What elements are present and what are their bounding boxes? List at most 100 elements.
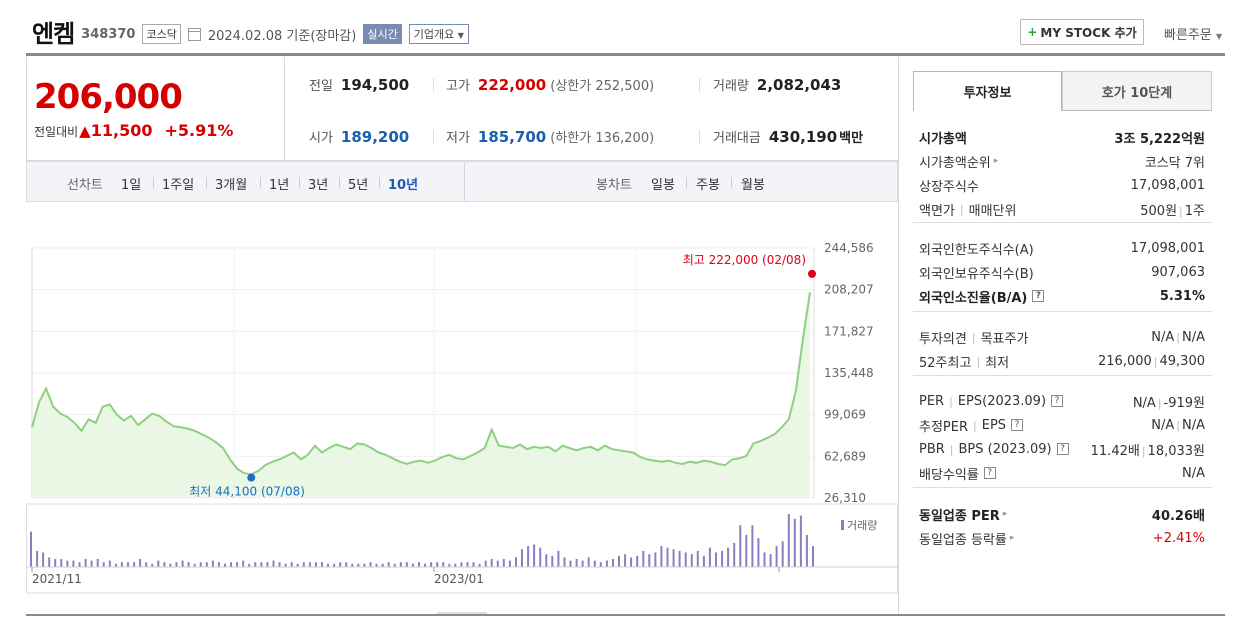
volume-bar	[515, 557, 517, 567]
stat-value: 222,000	[477, 76, 547, 94]
info-value-text: 18,033원	[1147, 443, 1205, 459]
info-label-text: 52주최고	[919, 355, 972, 371]
volume-bar	[351, 563, 354, 567]
market-badge: 코스닥	[142, 24, 181, 44]
period-1w[interactable]: 1주일	[162, 178, 195, 193]
y-tick-label: 135,448	[824, 366, 874, 380]
volume-bar	[478, 563, 481, 567]
volume-bar	[660, 546, 663, 567]
volume-bar	[266, 562, 269, 567]
stat-value: 194,500	[340, 76, 410, 94]
info-row: 외국인소진율(B/A)? 5.31%	[919, 286, 1205, 306]
upper-limit: (상한가 252,500)	[550, 79, 655, 94]
info-label[interactable]: 동일업종 등락률 ▸	[919, 529, 1014, 548]
volume-bar	[793, 518, 796, 567]
period-3y[interactable]: 3년	[308, 178, 329, 193]
volume-bar	[193, 563, 196, 567]
help-icon[interactable]: ?	[1056, 443, 1069, 455]
volume-bar	[418, 562, 420, 567]
period-separator	[339, 177, 340, 188]
min-price-label: 최저 44,100 (07/08)	[189, 485, 305, 499]
volume-bar	[375, 563, 378, 567]
pipe-separator: |	[1153, 354, 1158, 368]
period-1d[interactable]: 1일	[121, 178, 142, 193]
realtime-button[interactable]: 실시간	[363, 24, 402, 44]
info-label-text: BPS (2023.09)	[958, 441, 1052, 457]
volume-bar	[721, 550, 724, 567]
info-row: 상장주식수 17,098,001	[919, 175, 1205, 195]
volume-bar	[42, 552, 45, 567]
help-icon[interactable]: ?	[1032, 290, 1045, 302]
line-chart-label: 선차트	[67, 178, 103, 193]
info-label[interactable]: 동일업종 PER ▸	[919, 505, 1007, 524]
volume-bar	[48, 557, 51, 567]
info-label: 외국인소진율(B/A)?	[919, 287, 1045, 306]
volume-bar	[339, 562, 342, 567]
volume-bar	[84, 559, 87, 567]
plus-icon: +	[1027, 25, 1038, 39]
chart-scroll-handle[interactable]	[437, 612, 487, 615]
help-icon[interactable]: ?	[983, 467, 996, 479]
candle-weekly[interactable]: 주봉	[696, 178, 720, 193]
info-row: 동일업종 PER ▸ 40.26배	[919, 504, 1205, 524]
volume-bar	[345, 562, 348, 567]
stat-divider	[699, 78, 700, 92]
info-label: 배당수익률?	[919, 464, 996, 483]
price-chart[interactable]: 244,586 208,207 171,827 135,448 99,069 62,689…	[26, 202, 898, 615]
info-label: 투자의견 | 목표주가	[919, 328, 1028, 347]
volume-bar	[739, 525, 742, 567]
tab-underline	[1062, 110, 1211, 111]
add-my-stock-button[interactable]: + MY STOCK 추가	[1020, 19, 1144, 45]
stat-low: 저가 185,700 (하한가 136,200)	[446, 127, 654, 146]
volume-bar	[757, 538, 760, 567]
pipe-separator: |	[973, 418, 977, 432]
stock-code: 348370	[81, 27, 136, 42]
prev-change-label: 전일대비	[34, 125, 79, 139]
price-summary: 206,000 전일대비 ▲ 11,500 +5.91%	[26, 57, 285, 161]
period-separator	[299, 177, 300, 188]
volume-bar	[648, 554, 651, 567]
info-label: 외국인보유주식수(B)	[919, 263, 1034, 282]
volume-bar	[211, 560, 214, 567]
quick-order-dropdown[interactable]: 빠른주문 ▼	[1164, 24, 1222, 43]
volume-bar	[781, 541, 784, 567]
volume-bar	[642, 550, 645, 567]
tab-investment-info[interactable]: 투자정보	[913, 71, 1062, 111]
info-row: PBR | BPS (2023.09)? 11.42배 | 18,033원	[919, 439, 1205, 459]
stat-divider	[433, 78, 434, 92]
stat-label: 거래량	[713, 79, 749, 94]
company-overview-dropdown[interactable]: 기업개요 ▼	[408, 24, 469, 44]
period-3m[interactable]: 3개월	[215, 178, 248, 193]
info-value-text: 907,063	[1151, 264, 1205, 280]
info-value-text: 코스닥 7위	[1144, 155, 1205, 171]
stat-unit: 백만	[839, 131, 864, 146]
volume-bar	[333, 563, 336, 567]
volume-bar	[163, 562, 166, 567]
volume-bar	[357, 563, 360, 567]
pipe-separator: |	[1179, 204, 1183, 218]
volume-bar	[593, 560, 596, 567]
period-5y[interactable]: 5년	[348, 178, 369, 193]
info-label[interactable]: 시가총액순위 ▸	[919, 152, 998, 171]
candle-daily[interactable]: 일봉	[651, 178, 675, 193]
period-1y[interactable]: 1년	[269, 178, 290, 193]
stat-divider	[433, 130, 434, 144]
volume-bar	[581, 560, 584, 567]
info-label: 외국인한도주식수(A)	[919, 239, 1034, 258]
y-tick-label: 171,827	[824, 324, 874, 338]
help-icon[interactable]: ?	[1051, 395, 1064, 407]
volume-bar	[78, 562, 81, 567]
info-value: 216,000 | 49,300	[1098, 354, 1205, 369]
tab-orderbook-10[interactable]: 호가 10단계	[1062, 71, 1212, 111]
info-value-text: -919원	[1163, 395, 1205, 411]
info-value: 3조 5,222억원	[1114, 128, 1205, 147]
period-10y[interactable]: 10년	[388, 178, 419, 193]
date-label: 2024.02.08 기준(장마감)	[207, 29, 357, 44]
candle-monthly[interactable]: 월봉	[741, 178, 765, 193]
volume-bar	[630, 557, 633, 567]
info-value-text: 500원	[1140, 203, 1178, 219]
volume-bar	[157, 560, 160, 567]
help-icon[interactable]: ?	[1011, 419, 1024, 431]
volume-bar	[654, 552, 657, 567]
volume-bar	[508, 560, 511, 567]
